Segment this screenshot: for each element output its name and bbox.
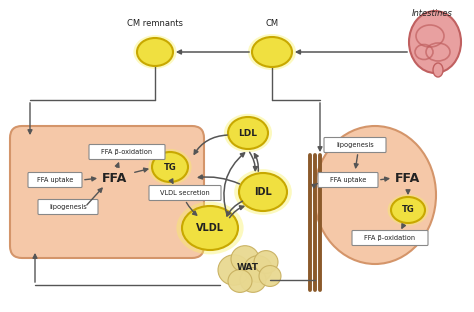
Ellipse shape	[254, 251, 278, 273]
FancyBboxPatch shape	[318, 173, 378, 188]
Ellipse shape	[391, 197, 425, 223]
Ellipse shape	[248, 34, 296, 70]
Text: FFA β-oxidation: FFA β-oxidation	[365, 235, 416, 241]
FancyBboxPatch shape	[38, 199, 98, 215]
Ellipse shape	[433, 63, 443, 77]
Text: lipogenesis: lipogenesis	[49, 204, 87, 210]
FancyBboxPatch shape	[89, 144, 165, 159]
FancyBboxPatch shape	[28, 173, 82, 188]
FancyBboxPatch shape	[352, 231, 428, 246]
Ellipse shape	[182, 206, 238, 250]
FancyBboxPatch shape	[149, 186, 221, 201]
Ellipse shape	[239, 173, 287, 211]
Text: lipogenesis: lipogenesis	[336, 142, 374, 148]
Ellipse shape	[228, 117, 268, 149]
Text: FFA uptake: FFA uptake	[37, 177, 73, 183]
Text: LDL: LDL	[238, 129, 257, 138]
Text: IDL: IDL	[254, 187, 272, 197]
Ellipse shape	[148, 149, 191, 185]
Ellipse shape	[234, 169, 292, 215]
Ellipse shape	[314, 126, 436, 264]
Ellipse shape	[388, 194, 428, 226]
Ellipse shape	[231, 246, 259, 272]
Text: Intestines: Intestines	[411, 9, 453, 18]
Ellipse shape	[137, 38, 173, 66]
Ellipse shape	[228, 270, 252, 292]
Text: FFA β-oxidation: FFA β-oxidation	[101, 149, 153, 155]
Ellipse shape	[259, 266, 281, 286]
Text: TG: TG	[164, 163, 176, 172]
Ellipse shape	[176, 202, 244, 254]
FancyBboxPatch shape	[10, 126, 204, 258]
Text: FFA: FFA	[395, 172, 420, 184]
Text: CM: CM	[265, 19, 279, 28]
Text: FFA uptake: FFA uptake	[330, 177, 366, 183]
Ellipse shape	[252, 37, 292, 67]
Text: FFA: FFA	[102, 172, 128, 184]
Ellipse shape	[409, 11, 461, 73]
Ellipse shape	[224, 114, 272, 152]
Ellipse shape	[240, 268, 266, 292]
Ellipse shape	[133, 35, 177, 69]
Ellipse shape	[152, 152, 188, 182]
Text: CM remnants: CM remnants	[127, 19, 183, 28]
Text: WAT: WAT	[237, 264, 259, 272]
Text: TG: TG	[401, 206, 414, 215]
FancyBboxPatch shape	[324, 138, 386, 153]
Ellipse shape	[244, 256, 272, 282]
Text: VLDL secretion: VLDL secretion	[160, 190, 210, 196]
Text: VLDL: VLDL	[196, 223, 224, 233]
Ellipse shape	[218, 255, 250, 285]
